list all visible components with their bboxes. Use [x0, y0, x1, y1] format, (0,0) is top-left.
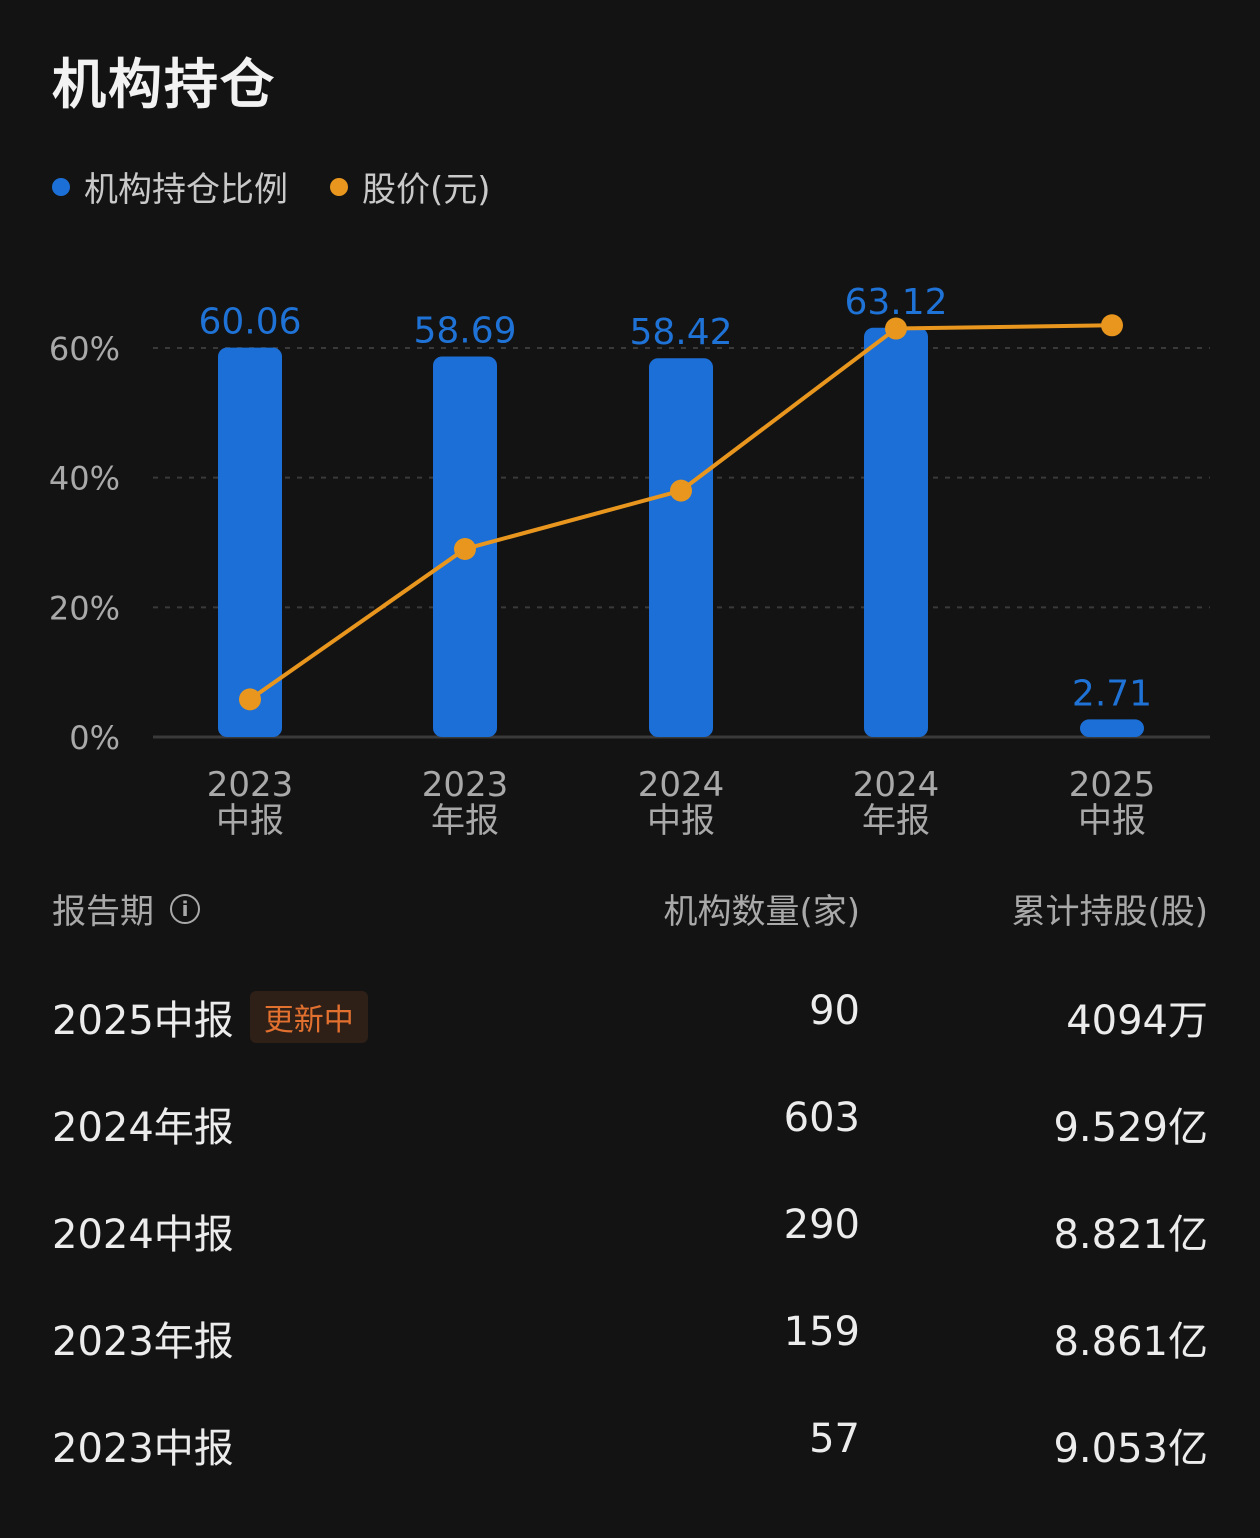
x-tick-label-period: 年报	[431, 801, 499, 841]
y-tick-label: 0%	[69, 719, 120, 757]
row-count: 159	[783, 1309, 860, 1355]
table-row[interactable]: 2023年报 159 8.861亿	[52, 1281, 1208, 1388]
row-shares: 8.821亿	[1053, 1212, 1208, 1258]
table-row[interactable]: 2024中报 290 8.821亿	[52, 1174, 1208, 1281]
price-point	[670, 479, 692, 502]
row-count: 90	[809, 988, 860, 1034]
header-shares: 累计持股(股)	[1011, 892, 1208, 932]
bar	[1080, 719, 1144, 737]
row-shares: 4094万	[1066, 998, 1208, 1044]
price-point	[239, 688, 261, 711]
header-period: 报告期 i	[52, 884, 200, 933]
bar	[864, 327, 928, 737]
info-icon[interactable]: i	[170, 893, 200, 924]
row-period: 2024中报	[52, 1202, 234, 1260]
row-period: 2023中报	[52, 1416, 234, 1474]
row-count: 290	[783, 1202, 860, 1248]
row-period-label: 2025中报	[52, 998, 234, 1044]
bar-data-label: 63.12	[844, 282, 947, 323]
table-row[interactable]: 2024年报 603 9.529亿	[52, 1067, 1208, 1174]
holding-chart: 0%20%40%60%60.06 58.69 58.4263.122.712023中…	[49, 282, 1210, 841]
x-tick-label-period: 中报	[216, 801, 284, 841]
chart-legend: 机构持仓比例 股价(元)	[52, 162, 533, 211]
table-header: 报告期 i 机构数量(家) 累计持股(股)	[52, 884, 1208, 940]
bar-data-label: 58.69	[413, 310, 516, 351]
row-shares: 8.861亿	[1053, 1319, 1208, 1365]
price-point	[1101, 314, 1123, 337]
price-point	[454, 537, 476, 560]
y-tick-label: 40%	[49, 460, 120, 498]
legend-item-stock-price[interactable]: 股价(元)	[330, 162, 491, 211]
x-tick-label-year: 2023	[422, 765, 509, 805]
x-tick-label-year: 2024	[638, 765, 725, 805]
x-tick-label-year: 2024	[853, 765, 940, 805]
header-count: 机构数量(家)	[663, 892, 860, 932]
status-badge: 更新中	[249, 991, 368, 1043]
row-count: 57	[809, 1416, 860, 1462]
legend-label: 机构持仓比例	[84, 170, 288, 210]
legend-dot-blue	[52, 177, 70, 196]
row-period-label: 2023中报	[52, 1426, 234, 1472]
row-count: 603	[783, 1095, 860, 1141]
legend-dot-orange	[330, 177, 348, 196]
legend-label: 股价(元)	[362, 170, 491, 210]
x-tick-label-period: 中报	[1078, 801, 1146, 841]
legend-item-holding-ratio[interactable]: 机构持仓比例	[52, 162, 288, 211]
x-tick-label-year: 2025	[1069, 765, 1156, 805]
row-period: 2023年报	[52, 1309, 234, 1367]
bar-data-label: 58.42	[629, 312, 732, 353]
bar-data-label: 60.06	[198, 302, 301, 343]
y-tick-label: 60%	[49, 330, 120, 368]
x-tick-label-period: 中报	[647, 801, 715, 841]
table-row[interactable]: 2023中报 57 9.053亿	[52, 1388, 1208, 1495]
row-period-label: 2023年报	[52, 1319, 234, 1365]
page-title: 机构持仓	[52, 53, 276, 116]
x-tick-label-year: 2023	[207, 765, 294, 805]
bar-data-label: 2.71	[1072, 673, 1152, 714]
bar	[649, 358, 713, 737]
holding-table: 2025中报 更新中 90 4094万 2024年报 603 9.529亿 20…	[52, 960, 1208, 1495]
x-tick-label-period: 年报	[862, 801, 930, 841]
row-period-label: 2024中报	[52, 1212, 234, 1258]
row-shares: 9.053亿	[1053, 1426, 1208, 1472]
price-point	[885, 317, 907, 340]
row-period-label: 2024年报	[52, 1105, 234, 1151]
header-period-label: 报告期	[52, 892, 154, 932]
row-shares: 9.529亿	[1053, 1105, 1208, 1151]
row-period: 2024年报	[52, 1095, 234, 1153]
bar	[218, 347, 282, 737]
table-row[interactable]: 2025中报 更新中 90 4094万	[52, 960, 1208, 1067]
row-period: 2025中报 更新中	[52, 988, 368, 1046]
y-tick-label: 20%	[49, 589, 120, 627]
